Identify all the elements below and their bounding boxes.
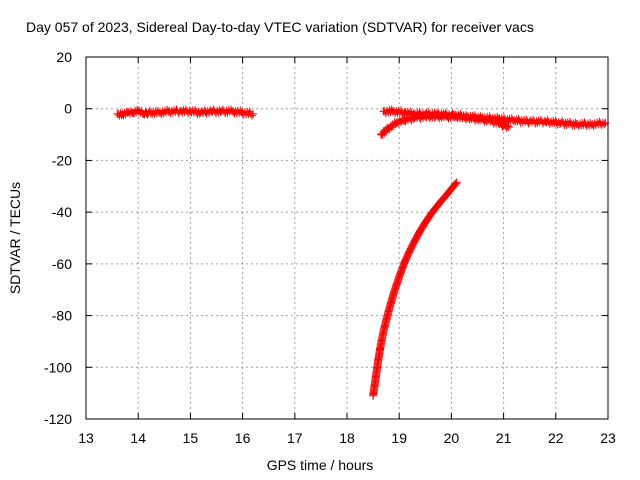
x-axis-label: GPS time / hours [266, 457, 374, 473]
axis-ticks: 13 14 15 16 17 18 19 20 21 22 23 20 0 -20 -40 -60 -80 -10… [44, 49, 616, 446]
x-tick-label: 17 [287, 430, 303, 446]
y-tick-label: -40 [52, 204, 72, 220]
data-marker [451, 179, 460, 188]
x-tick-label: 19 [391, 430, 407, 446]
x-tick-label: 22 [548, 430, 564, 446]
chart-title: Day 057 of 2023, Sidereal Day-to-day VTE… [26, 19, 534, 35]
data-marker [451, 180, 460, 189]
x-tick-label: 13 [78, 430, 94, 446]
data-marker [530, 117, 539, 126]
y-tick-label: -60 [52, 256, 72, 272]
x-tick-label: 15 [183, 430, 199, 446]
y-axis-label: SDTVAR / TECUs [7, 181, 23, 295]
x-tick-label: 14 [130, 430, 146, 446]
data-marker [504, 122, 513, 131]
data-marker [452, 178, 461, 187]
x-tick-label: 23 [600, 430, 616, 446]
grid-lines [86, 57, 608, 419]
x-tick-label: 16 [235, 430, 251, 446]
x-tick-label: 21 [496, 430, 512, 446]
y-tick-label: -120 [44, 411, 72, 427]
y-tick-label: 0 [64, 101, 72, 117]
data-marker [487, 115, 496, 124]
data-marker [573, 120, 582, 129]
y-tick-label: -80 [52, 308, 72, 324]
y-tick-label: -100 [44, 359, 72, 375]
data-marker [249, 109, 258, 118]
data-marker [502, 124, 511, 133]
data-marker [600, 120, 609, 129]
x-tick-label: 18 [339, 430, 355, 446]
x-tick-label: 20 [444, 430, 460, 446]
y-tick-label: -20 [52, 152, 72, 168]
data-markers [113, 105, 610, 400]
data-marker [503, 121, 512, 130]
y-tick-label: 20 [56, 49, 72, 65]
data-marker [247, 111, 256, 120]
